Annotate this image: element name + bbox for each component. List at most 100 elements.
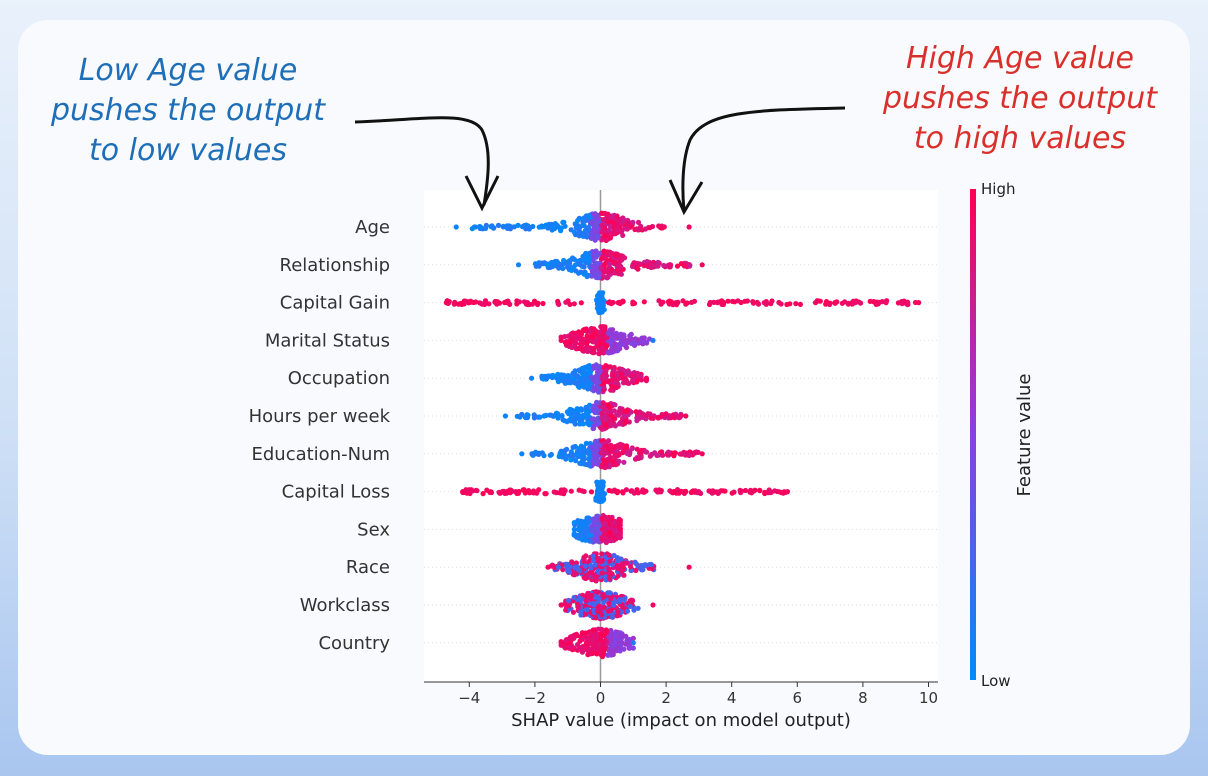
shap-point xyxy=(662,412,669,418)
shap-point xyxy=(563,260,569,266)
annotation-right-line-3: to high values xyxy=(914,121,1126,156)
shap-point xyxy=(587,454,593,460)
shap-point xyxy=(591,627,597,633)
shap-point xyxy=(634,446,640,452)
shap-point xyxy=(613,453,619,459)
shap-point xyxy=(590,636,596,642)
shap-point xyxy=(681,451,687,457)
shap-point xyxy=(583,253,590,259)
shap-point xyxy=(787,301,793,307)
shap-point xyxy=(579,636,586,643)
shap-point xyxy=(483,225,489,231)
shap-point xyxy=(674,414,680,420)
shap-point xyxy=(527,490,533,496)
shap-point xyxy=(484,487,490,493)
shap-point xyxy=(613,462,619,468)
shap-point xyxy=(628,340,635,346)
shap-point-extreme xyxy=(453,224,459,230)
shap-point xyxy=(614,370,620,376)
shap-point xyxy=(626,221,632,228)
shap-point xyxy=(612,332,618,338)
shap-point-extreme xyxy=(686,224,692,230)
shap-point xyxy=(575,526,581,533)
shap-point xyxy=(563,378,569,384)
shap-point xyxy=(623,487,630,493)
shap-point xyxy=(596,389,602,395)
shap-point xyxy=(580,528,586,534)
shap-point xyxy=(656,452,662,458)
shap-point xyxy=(525,301,531,308)
shap-point xyxy=(539,260,545,266)
shap-point xyxy=(725,298,731,304)
shap-point xyxy=(674,302,680,308)
shap-point xyxy=(530,223,536,230)
shap-point xyxy=(594,526,601,533)
shap-point xyxy=(482,298,489,304)
shap-point xyxy=(612,402,618,408)
feature-label: Marital Status xyxy=(265,330,390,351)
shap-point xyxy=(614,490,620,496)
shap-point xyxy=(722,488,728,494)
shap-point xyxy=(593,223,599,229)
shap-point xyxy=(589,268,595,274)
shap-point xyxy=(630,219,636,225)
shap-point xyxy=(492,298,498,305)
x-tick-label: 6 xyxy=(793,689,803,707)
x-axis-title: SHAP value (impact on model output) xyxy=(511,710,851,731)
shap-point xyxy=(600,400,606,406)
shap-point xyxy=(486,301,492,307)
shap-point xyxy=(591,425,597,431)
shap-point xyxy=(580,421,587,427)
shap-point-extreme xyxy=(916,300,922,306)
shap-point xyxy=(529,451,535,457)
shap-point xyxy=(610,651,616,658)
shap-point xyxy=(595,275,602,281)
shap-point xyxy=(523,222,529,228)
shap-point xyxy=(581,557,587,563)
shap-point xyxy=(589,334,595,340)
x-tick-label: 0 xyxy=(596,689,606,707)
shap-point xyxy=(555,415,561,421)
shap-point xyxy=(708,488,714,494)
shap-point xyxy=(641,299,647,305)
shap-point xyxy=(610,370,616,376)
shap-point xyxy=(607,529,613,536)
shap-point xyxy=(615,268,621,274)
shap-point xyxy=(603,368,609,374)
shap-point xyxy=(593,589,599,595)
shap-point xyxy=(621,459,627,465)
shap-point xyxy=(601,446,607,452)
shap-point xyxy=(631,490,637,496)
shap-point xyxy=(588,235,595,241)
shap-point xyxy=(596,458,602,464)
feature-label: Workclass xyxy=(300,595,390,616)
shap-point xyxy=(742,487,749,494)
shap-point xyxy=(563,299,569,305)
shap-point xyxy=(769,298,775,304)
shap-point xyxy=(573,458,579,464)
shap-point xyxy=(627,603,633,610)
shap-point xyxy=(562,448,568,454)
shap-point xyxy=(839,300,845,306)
shap-point xyxy=(624,340,630,346)
shap-point xyxy=(599,515,605,522)
colorbar-high-label: High xyxy=(981,180,1015,198)
shap-point xyxy=(605,538,611,544)
shap-point-extreme xyxy=(650,602,656,608)
shap-point xyxy=(504,224,510,230)
shap-point xyxy=(600,479,606,485)
shap-point xyxy=(559,375,565,381)
shap-point xyxy=(750,300,757,306)
shap-point xyxy=(583,607,589,613)
shap-point xyxy=(582,413,588,419)
shap-point xyxy=(768,489,774,496)
shap-point xyxy=(533,263,539,269)
shap-point xyxy=(586,519,592,525)
shap-point xyxy=(599,426,606,432)
shap-point xyxy=(650,262,656,268)
shap-point xyxy=(597,304,603,310)
shap-point xyxy=(600,387,607,393)
shap-point xyxy=(716,489,722,496)
shap-point xyxy=(823,299,830,305)
